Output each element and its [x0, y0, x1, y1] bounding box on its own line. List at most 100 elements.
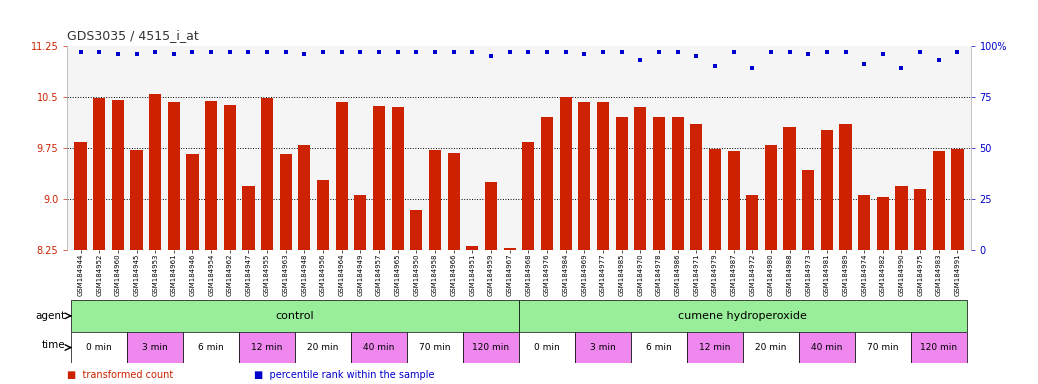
- Text: 40 min: 40 min: [363, 343, 394, 352]
- Text: 12 min: 12 min: [700, 343, 731, 352]
- Point: [333, 49, 350, 55]
- Point: [184, 49, 200, 55]
- Point: [539, 49, 555, 55]
- Point: [576, 51, 593, 57]
- Text: ■  percentile rank within the sample: ■ percentile rank within the sample: [254, 370, 435, 380]
- Bar: [519, 332, 575, 363]
- Bar: [858, 195, 870, 250]
- Bar: [295, 332, 351, 363]
- Bar: [93, 98, 105, 250]
- Bar: [952, 149, 963, 250]
- Point: [296, 51, 312, 57]
- Bar: [317, 180, 329, 250]
- Point: [856, 61, 873, 68]
- Point: [73, 49, 89, 55]
- Bar: [575, 332, 631, 363]
- Point: [744, 65, 761, 71]
- Point: [782, 49, 798, 55]
- Point: [501, 49, 518, 55]
- Point: [240, 49, 256, 55]
- Bar: [466, 246, 479, 250]
- Point: [146, 49, 163, 55]
- Bar: [653, 118, 665, 250]
- Bar: [351, 332, 407, 363]
- Point: [258, 49, 275, 55]
- Point: [707, 63, 723, 70]
- Point: [445, 49, 462, 55]
- Bar: [183, 332, 239, 363]
- Point: [427, 49, 443, 55]
- Text: ■  transformed count: ■ transformed count: [67, 370, 173, 380]
- Bar: [687, 332, 743, 363]
- Point: [688, 53, 705, 60]
- Point: [371, 49, 387, 55]
- Point: [930, 57, 947, 63]
- Point: [165, 51, 182, 57]
- Point: [315, 49, 331, 55]
- Point: [613, 49, 630, 55]
- Point: [557, 49, 574, 55]
- Text: 20 min: 20 min: [756, 343, 787, 352]
- Bar: [131, 150, 142, 250]
- Bar: [709, 149, 721, 250]
- Text: 70 min: 70 min: [867, 343, 899, 352]
- Point: [277, 49, 294, 55]
- Bar: [407, 332, 463, 363]
- Bar: [261, 98, 273, 250]
- Text: control: control: [276, 311, 315, 321]
- Point: [911, 49, 928, 55]
- Point: [949, 49, 965, 55]
- Text: GDS3035 / 4515_i_at: GDS3035 / 4515_i_at: [67, 29, 199, 42]
- Bar: [728, 151, 740, 250]
- Point: [110, 51, 127, 57]
- Bar: [112, 100, 124, 250]
- Point: [838, 49, 854, 55]
- Bar: [128, 332, 183, 363]
- Bar: [149, 94, 161, 250]
- Bar: [541, 118, 553, 250]
- Point: [352, 49, 368, 55]
- Bar: [559, 97, 572, 250]
- Point: [408, 49, 425, 55]
- Point: [595, 49, 611, 55]
- Bar: [224, 105, 236, 250]
- Bar: [239, 332, 295, 363]
- Point: [520, 49, 537, 55]
- Point: [221, 49, 238, 55]
- Text: 120 min: 120 min: [921, 343, 957, 352]
- Text: agent: agent: [35, 311, 65, 321]
- Bar: [72, 332, 128, 363]
- Text: 120 min: 120 min: [472, 343, 510, 352]
- Bar: [821, 129, 832, 250]
- Point: [670, 49, 686, 55]
- Point: [464, 49, 481, 55]
- Text: time: time: [42, 339, 65, 350]
- Bar: [410, 210, 422, 250]
- Bar: [72, 300, 519, 332]
- Bar: [447, 153, 460, 250]
- Text: 3 min: 3 min: [590, 343, 616, 352]
- Bar: [765, 145, 777, 250]
- Bar: [485, 182, 497, 250]
- Bar: [933, 151, 945, 250]
- Bar: [168, 102, 180, 250]
- Bar: [187, 154, 198, 250]
- Bar: [206, 101, 217, 250]
- Bar: [522, 142, 535, 250]
- Bar: [690, 124, 703, 250]
- Bar: [578, 102, 591, 250]
- Bar: [910, 332, 966, 363]
- Bar: [298, 145, 310, 250]
- Text: 70 min: 70 min: [419, 343, 450, 352]
- Bar: [855, 332, 910, 363]
- Bar: [373, 106, 385, 250]
- Text: 0 min: 0 min: [86, 343, 112, 352]
- Bar: [746, 195, 759, 250]
- Bar: [672, 118, 684, 250]
- Bar: [631, 332, 687, 363]
- Bar: [429, 150, 441, 250]
- Bar: [597, 102, 609, 250]
- Bar: [463, 332, 519, 363]
- Text: 40 min: 40 min: [811, 343, 843, 352]
- Bar: [634, 107, 647, 250]
